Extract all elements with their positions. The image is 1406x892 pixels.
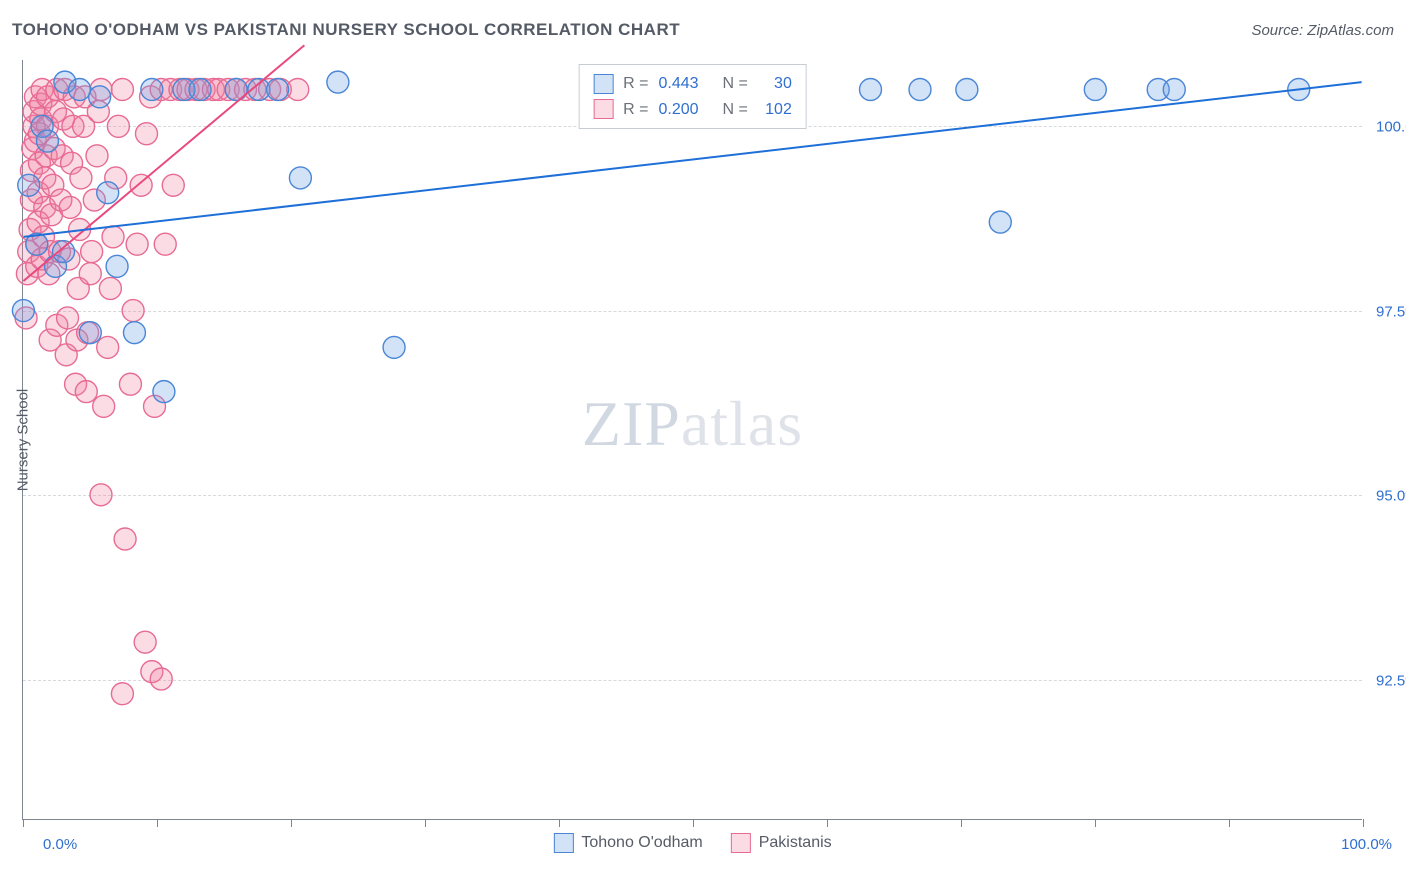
y-tick-label: 100.0% — [1366, 119, 1406, 136]
y-tick-label: 92.5% — [1366, 672, 1406, 689]
series-legend: Tohono O'odham Pakistanis — [553, 833, 831, 853]
legend-swatch-blue-2 — [553, 833, 573, 853]
chart-header: TOHONO O'ODHAM VS PAKISTANI NURSERY SCHO… — [12, 20, 1394, 40]
r-value-pink: 0.200 — [659, 97, 713, 123]
chart-source: Source: ZipAtlas.com — [1251, 22, 1394, 39]
legend-item-pink: Pakistanis — [731, 833, 832, 853]
legend-row-blue: R = 0.443 N = 30 — [593, 71, 792, 97]
legend-swatch-blue — [593, 74, 613, 94]
legend-label-pink: Pakistanis — [759, 834, 832, 852]
legend-swatch-pink — [593, 99, 613, 119]
x-tick — [1095, 819, 1096, 827]
chart-title: TOHONO O'ODHAM VS PAKISTANI NURSERY SCHO… — [12, 20, 680, 40]
legend-row-pink: R = 0.200 N = 102 — [593, 97, 792, 123]
y-tick-label: 97.5% — [1366, 303, 1406, 320]
x-tick — [291, 819, 292, 827]
scatter-svg — [23, 60, 1362, 819]
x-tick — [157, 819, 158, 827]
x-tick — [827, 819, 828, 827]
x-tick — [693, 819, 694, 827]
plot-area: Nursery School ZIPatlas 92.5%95.0%97.5%1… — [22, 60, 1362, 820]
x-tick — [23, 819, 24, 827]
n-value-blue: 30 — [758, 71, 792, 97]
r-value-blue: 0.443 — [659, 71, 713, 97]
legend-item-blue: Tohono O'odham — [553, 833, 702, 853]
correlation-legend: R = 0.443 N = 30 R = 0.200 N = 102 — [578, 64, 807, 129]
x-axis-min-label: 0.0% — [43, 836, 77, 853]
x-tick — [1229, 819, 1230, 827]
x-axis-max-label: 100.0% — [1341, 836, 1392, 853]
legend-swatch-pink-2 — [731, 833, 751, 853]
x-tick — [961, 819, 962, 827]
legend-label-blue: Tohono O'odham — [581, 834, 702, 852]
x-tick — [1363, 819, 1364, 827]
y-tick-label: 95.0% — [1366, 488, 1406, 505]
n-value-pink: 102 — [758, 97, 792, 123]
x-tick — [559, 819, 560, 827]
x-tick — [425, 819, 426, 827]
